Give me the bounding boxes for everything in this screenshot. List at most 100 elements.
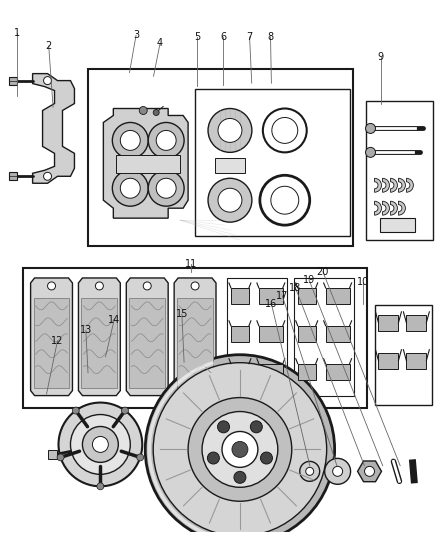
Bar [177,298,213,387]
Circle shape [366,124,375,133]
Polygon shape [298,288,316,304]
Circle shape [57,454,64,461]
Circle shape [260,175,310,225]
Polygon shape [259,326,283,342]
Text: 11: 11 [184,259,197,269]
Text: 6: 6 [220,32,226,42]
Circle shape [43,172,52,180]
Wedge shape [406,178,413,192]
Circle shape [43,77,52,85]
Circle shape [271,186,299,214]
Bar [195,88,350,236]
Wedge shape [382,178,389,192]
Circle shape [48,282,56,290]
Bar [48,450,57,459]
Bar [366,101,433,240]
Text: 19: 19 [303,275,315,285]
Circle shape [261,452,272,464]
Text: 9: 9 [378,52,384,62]
Circle shape [218,421,230,433]
Polygon shape [32,74,74,183]
Circle shape [202,411,278,487]
Circle shape [364,466,374,477]
Circle shape [148,123,184,158]
Wedge shape [382,201,389,215]
Circle shape [82,426,118,462]
Circle shape [153,362,327,533]
Text: 10: 10 [357,278,369,287]
Bar [88,69,353,246]
Bar [34,298,70,387]
Bar [81,298,117,387]
Circle shape [272,117,298,143]
Polygon shape [259,364,283,379]
Polygon shape [326,288,350,304]
Circle shape [251,421,262,433]
Circle shape [232,441,248,457]
Circle shape [148,171,184,206]
Text: 17: 17 [276,290,289,301]
Polygon shape [298,326,316,342]
Circle shape [325,458,350,484]
Bar [23,268,367,408]
Polygon shape [31,278,72,395]
Polygon shape [103,109,188,218]
Text: 12: 12 [51,336,64,346]
Text: 16: 16 [265,298,278,309]
Circle shape [97,483,104,490]
Wedge shape [390,178,397,192]
Circle shape [137,454,144,461]
Wedge shape [399,201,406,215]
Polygon shape [126,278,168,395]
Circle shape [208,109,252,152]
Circle shape [332,466,343,477]
Polygon shape [259,288,283,304]
Bar [215,158,245,173]
Circle shape [156,131,176,150]
Circle shape [71,415,130,474]
Circle shape [120,178,140,198]
Text: 1: 1 [14,28,20,38]
Circle shape [143,282,151,290]
Circle shape [112,123,148,158]
Polygon shape [326,326,350,342]
Wedge shape [390,201,397,215]
Circle shape [300,462,320,481]
Text: 2: 2 [46,41,52,51]
Polygon shape [231,326,249,342]
Text: 4: 4 [157,38,163,49]
Bar [9,77,17,85]
Bar [117,155,180,173]
Text: 13: 13 [80,325,92,335]
Circle shape [121,407,128,414]
Circle shape [120,131,140,150]
Text: 3: 3 [133,30,139,41]
Circle shape [188,398,292,501]
Circle shape [112,171,148,206]
Polygon shape [231,288,249,304]
Circle shape [72,407,79,414]
Text: 7: 7 [247,32,253,42]
Circle shape [366,148,375,157]
Polygon shape [378,315,399,331]
Circle shape [156,178,176,198]
Polygon shape [78,278,120,395]
Text: 18: 18 [289,282,301,293]
Circle shape [218,118,242,142]
Circle shape [234,471,246,483]
Circle shape [222,432,258,467]
Polygon shape [357,461,381,482]
Circle shape [306,467,314,475]
Bar [9,172,17,180]
Bar [294,278,353,395]
Wedge shape [374,201,381,215]
Circle shape [263,109,307,152]
Text: 8: 8 [268,32,274,42]
Circle shape [95,282,103,290]
Circle shape [218,188,242,212]
Text: 15: 15 [176,309,188,319]
Text: 20: 20 [317,267,329,277]
Circle shape [145,355,335,533]
Polygon shape [378,353,399,369]
Circle shape [139,107,147,115]
